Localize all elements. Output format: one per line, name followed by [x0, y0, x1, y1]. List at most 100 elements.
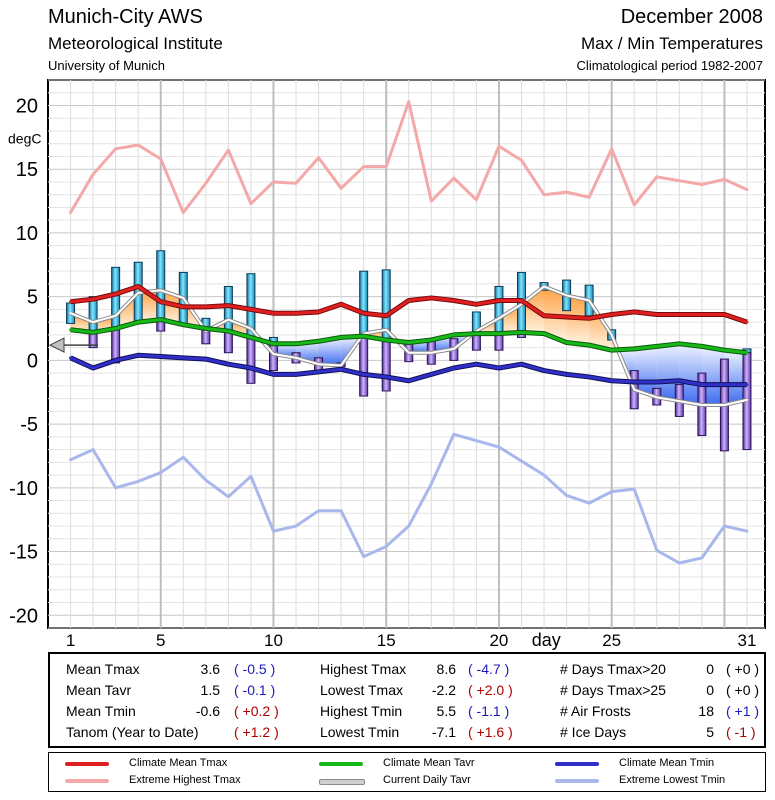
x-tick-label: 20	[489, 631, 508, 650]
warm-anomaly-area	[160, 290, 184, 325]
stat-anomaly: ( +1.6 )	[468, 724, 513, 740]
x-tick-label: 31	[738, 631, 757, 650]
cold-anomaly-area	[656, 343, 680, 402]
tmax-bar	[156, 250, 166, 321]
y-tick-label: 5	[27, 287, 38, 309]
legend-label: Current Daily Tavr	[383, 774, 471, 786]
legend: Climate Mean Tmax Climate Mean Tavr Climat…	[48, 752, 766, 792]
stat-anomaly: ( +1.2 )	[234, 724, 279, 740]
warm-anomaly-area	[589, 300, 612, 351]
y-tick-label: -15	[9, 542, 38, 564]
university-name: University of Munich	[48, 58, 166, 73]
tmax-bar	[359, 270, 369, 337]
legend-label: Extreme Highest Tmax	[129, 774, 241, 786]
stat-value: -0.6	[195, 703, 220, 719]
warm-anomaly-area	[566, 295, 590, 346]
stat-label: # Ice Days	[560, 724, 627, 740]
x-tick-label: 10	[264, 631, 283, 650]
stat-label: Tanom (Year to Date)	[66, 724, 199, 740]
stat-anomaly: ( -0.1 )	[234, 682, 276, 698]
warm-anomaly-area	[70, 313, 94, 333]
legend-label: Climate Mean Tmax	[129, 757, 228, 769]
y-tick-label: -10	[9, 478, 38, 500]
warm-anomaly-area	[115, 292, 139, 329]
stat-value: 5.5	[436, 703, 456, 719]
current-daily-tavr-line	[69, 285, 748, 406]
stat-value: -2.2	[431, 682, 456, 698]
stat-label: Mean Tmax	[66, 661, 140, 677]
cold-anomaly-area	[318, 337, 342, 366]
gridlines	[48, 79, 765, 629]
legend-swatch	[65, 779, 109, 783]
legend-label: Climate Mean Tmin	[619, 757, 715, 769]
y-axis-label: degC	[8, 131, 41, 147]
x-tick-label: 25	[602, 631, 621, 650]
legend-swatch	[555, 779, 599, 783]
stat-anomaly: ( +0 )	[726, 661, 760, 677]
y-tick-label: 0	[27, 350, 38, 372]
legend-swatch	[555, 762, 599, 766]
cold-anomaly-area	[724, 350, 747, 405]
y-tick-label: 15	[16, 159, 38, 181]
tanom-arrow-icon	[48, 337, 98, 353]
climate-mean-tavr-line	[69, 318, 749, 355]
stat-anomaly: ( -1.1 )	[468, 703, 510, 719]
climatological-period: Climatological period 1982-2007	[576, 58, 763, 73]
climate-mean-tmin-line	[69, 353, 749, 387]
station-name: Munich-City AWS	[48, 6, 203, 28]
stat-label: Lowest Tmin	[320, 724, 400, 740]
tmax-bar	[223, 285, 233, 332]
cold-anomaly-area	[679, 343, 702, 405]
cold-anomaly-area	[701, 346, 725, 405]
x-ticks: 1 5 10 15 20 25 31	[66, 631, 757, 650]
stat-label: Highest Tmax	[320, 661, 407, 677]
stat-label: # Days Tmax>20	[560, 661, 666, 677]
legend-swatch	[65, 762, 109, 766]
x-tick-label: 1	[66, 631, 75, 650]
statistics-panel: Mean Tmax 3.6 ( -0.5 ) Mean Tavr 1.5 ( -0.1 )…	[48, 652, 766, 748]
cold-anomaly-area	[634, 346, 657, 398]
tmin-bar	[381, 339, 391, 392]
stat-anomaly: ( +0 )	[726, 682, 760, 698]
y-tick-label: 20	[16, 95, 38, 117]
y-tick-label: -20	[9, 605, 38, 627]
chart-title: Max / Min Temperatures	[580, 34, 763, 53]
legend-swatch	[319, 779, 365, 785]
institute-name: Meteorological Institute	[48, 34, 223, 53]
stat-label: Lowest Tmax	[320, 682, 403, 698]
tmax-bar	[111, 266, 121, 330]
extreme-highest-tmax-line	[69, 100, 749, 215]
stat-label: Highest Tmin	[320, 703, 403, 719]
stat-value: 18	[698, 703, 714, 719]
legend-swatch	[319, 762, 363, 766]
tmin-bar	[246, 336, 256, 384]
stat-value: 0	[706, 682, 714, 698]
stat-label: # Days Tmax>25	[560, 682, 666, 698]
stat-value: 1.5	[200, 682, 220, 698]
stat-value: 0	[706, 661, 714, 677]
climate-mean-tmax-line	[69, 284, 749, 324]
stat-value: 3.6	[200, 661, 220, 677]
stat-value: 8.6	[436, 661, 456, 677]
stat-anomaly: ( +0.2 )	[234, 703, 279, 719]
x-tick-label: 5	[156, 631, 165, 650]
report-month: December 2008	[620, 6, 763, 28]
y-ticks: 20 15 10 5 0 -5 -10 -15 -20	[9, 95, 38, 627]
stat-label: Mean Tmin	[66, 703, 136, 719]
extreme-lowest-tmin-line	[69, 432, 749, 565]
stat-anomaly: ( -4.7 )	[468, 661, 510, 677]
anomaly-shading	[70, 286, 747, 405]
stat-anomaly: ( +2.0 )	[468, 682, 513, 698]
stat-value: -7.1	[431, 724, 456, 740]
tmin-bar	[359, 335, 369, 397]
x-tick-label: 15	[377, 631, 396, 650]
stat-anomaly: ( -1 )	[726, 724, 756, 740]
warm-anomaly-area	[498, 304, 522, 334]
tmax-bar	[494, 285, 504, 335]
stat-anomaly: ( -0.5 )	[234, 661, 276, 677]
stat-label: Mean Tavr	[66, 682, 132, 698]
stat-value: 5	[706, 724, 714, 740]
legend-label: Climate Mean Tavr	[383, 757, 475, 769]
stat-label: # Air Frosts	[560, 703, 631, 719]
